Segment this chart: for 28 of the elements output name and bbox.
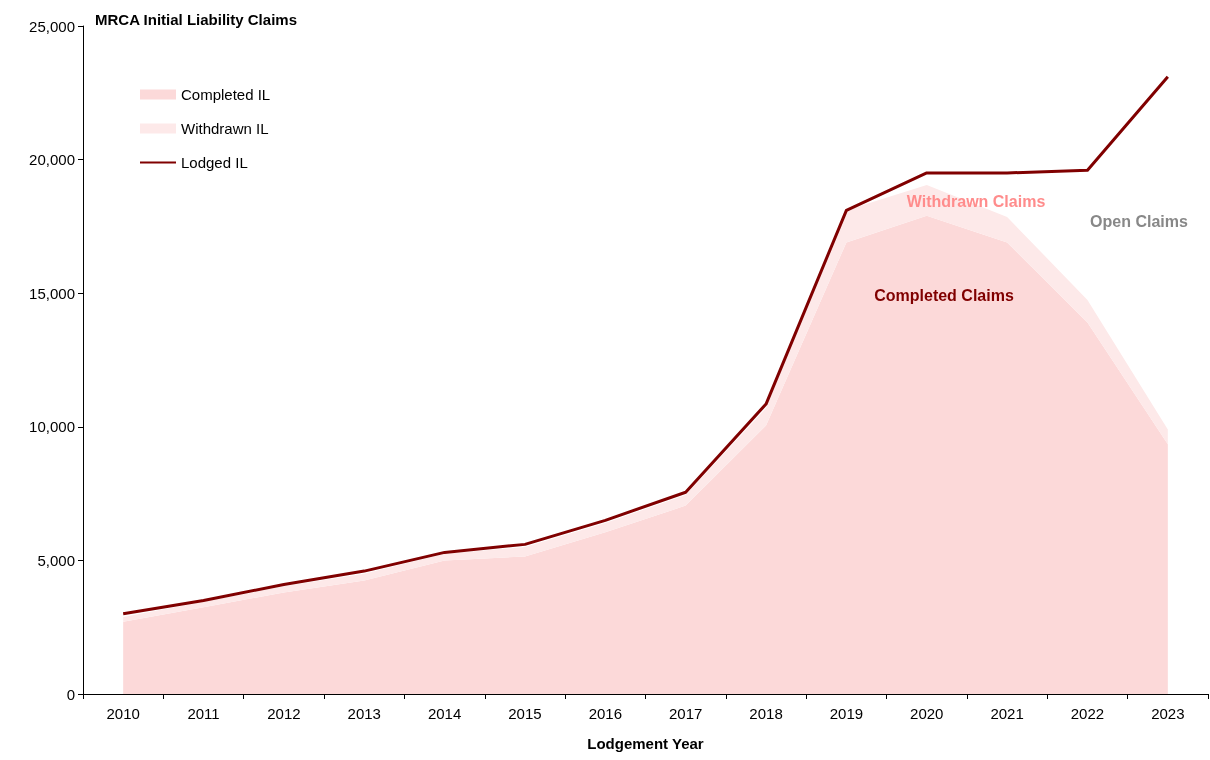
x-tick-label: 2012 [267, 705, 301, 722]
y-tick-label: 20,000 [29, 151, 75, 169]
chart-title: MRCA Initial Liability Claims [95, 11, 297, 28]
x-tick-label: 2015 [508, 705, 542, 722]
legend-label: Lodged IL [181, 154, 248, 171]
y-tick-label: 25,000 [29, 17, 75, 35]
x-tick-label: 2022 [1070, 705, 1105, 722]
x-tick-label: 2014 [427, 705, 462, 722]
x-tick-label: 2020 [910, 705, 944, 722]
y-tick-label: 10,000 [29, 418, 75, 436]
x-tick-label: 2010 [106, 705, 140, 722]
y-tick-label: 5,000 [37, 551, 75, 569]
legend-label: Completed IL [181, 86, 271, 103]
annotation: Open Claims [1090, 212, 1188, 230]
x-tick-label: 2018 [749, 705, 783, 722]
x-tick-label: 2023 [1151, 705, 1185, 722]
x-tick-label: 2021 [990, 705, 1024, 722]
x-tick-label: 2016 [588, 705, 623, 722]
y-tick-label: 0 [66, 685, 75, 703]
x-axis-title: Lodgement Year [587, 735, 704, 752]
y-tick-label: 15,000 [29, 284, 75, 302]
annotation: Withdrawn Claims [906, 192, 1046, 210]
x-tick-label: 2011 [187, 705, 220, 722]
x-tick-label: 2019 [829, 705, 864, 722]
x-tick-label: 2017 [668, 705, 703, 722]
legend-label: Withdrawn IL [181, 120, 269, 137]
annotation: Completed Claims [874, 286, 1014, 304]
x-tick-label: 2013 [347, 705, 381, 722]
